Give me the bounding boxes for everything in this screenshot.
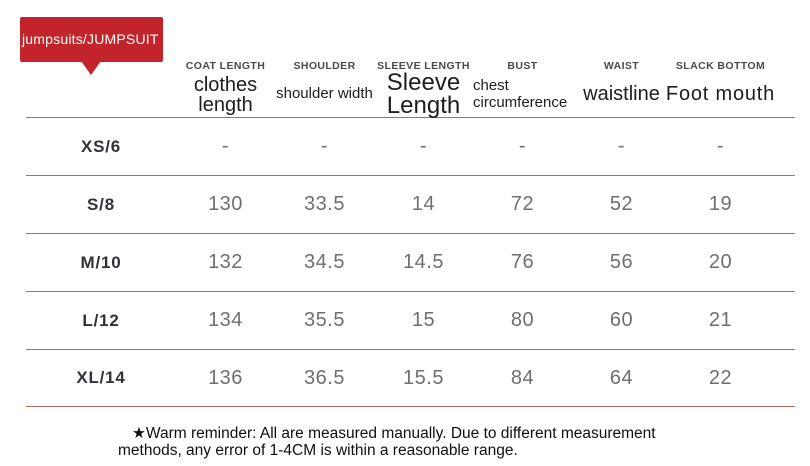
column-sub-wrap: shoulder width [275, 72, 374, 118]
column-header-bust: BUST chest circumference [473, 55, 572, 118]
column-sub-wrap: clothes length [176, 72, 275, 118]
measurement-value: 14.5 [403, 251, 444, 273]
column-sub-label: shoulder width [276, 85, 373, 103]
measurement-value: 132 [208, 251, 243, 273]
measurement-value: 60 [609, 309, 634, 331]
column-header-shoulder: SHOULDER shoulder width [275, 55, 374, 118]
measurement-value: 15.5 [403, 366, 444, 389]
size-label: XL/14 [76, 368, 126, 387]
column-header-waist: WAIST waistline [572, 55, 671, 118]
size-label: L/12 [82, 310, 120, 330]
column-sub-label: Sleeve Length [386, 69, 461, 119]
table-header: COAT LENGTH clothes length SHOULDER shou… [26, 55, 795, 117]
column-sub-wrap: waistline [572, 72, 671, 118]
column-cap-label: SLACK BOTTOM [675, 60, 766, 72]
measurement-value: 35.5 [304, 309, 345, 331]
measurement-value: 14 [411, 193, 436, 215]
table-row: L/12 134 35.5 15 80 60 21 [26, 291, 795, 349]
measurement-value: 136 [208, 366, 243, 389]
measurement-value: 84 [510, 366, 535, 389]
measurement-value: 76 [510, 251, 535, 273]
measurement-value: - [221, 135, 230, 157]
table-row: XL/14 136 36.5 15.5 84 64 22 [26, 349, 795, 407]
measurement-value: - [518, 135, 527, 157]
column-cap-label: COAT LENGTH [185, 60, 266, 72]
category-badge: jumpsuits/JUMPSUIT [20, 17, 163, 75]
measurement-value: 72 [510, 193, 535, 215]
measurement-value: 33.5 [304, 193, 345, 215]
column-sub-label: clothes length [193, 73, 258, 116]
size-label: M/10 [80, 252, 122, 272]
measurement-value: 130 [208, 193, 243, 215]
measurement-value: 15 [411, 309, 436, 331]
measurement-value: 36.5 [304, 366, 345, 389]
column-header-sleeve-length: SLEEVE LENGTH Sleeve Length [374, 55, 473, 118]
table-row: S/8 130 33.5 14 72 52 19 [26, 175, 795, 233]
measurement-value: 134 [208, 309, 243, 331]
column-sub-wrap: Foot mouth [666, 72, 774, 118]
size-label: S/8 [87, 194, 115, 214]
column-sub-wrap: Sleeve Length [374, 69, 473, 119]
table-row: XS/6 - - - - - - [26, 117, 795, 175]
column-sub-wrap: chest circumference [473, 72, 572, 118]
measurement-value: - [617, 135, 626, 157]
column-sub-label: Foot mouth [665, 83, 776, 106]
column-sub-label: chest circumference [473, 77, 568, 111]
measurement-value: 19 [708, 193, 733, 215]
measurement-value: - [716, 135, 725, 157]
column-cap-label: SLEEVE LENGTH [377, 60, 470, 72]
measurement-value: 56 [609, 251, 634, 273]
measurement-value: - [419, 135, 428, 157]
table-row: M/10 132 34.5 14.5 76 56 20 [26, 233, 795, 291]
column-header-coat-length: COAT LENGTH clothes length [176, 55, 275, 118]
column-sub-label: waistline [583, 83, 660, 106]
size-table: COAT LENGTH clothes length SHOULDER shou… [26, 55, 795, 407]
column-cap-label: BUST [507, 60, 538, 72]
column-cap-label: WAIST [603, 60, 640, 72]
measurement-value: 20 [708, 251, 733, 273]
size-column-header [26, 55, 176, 118]
measurement-value: 34.5 [304, 251, 345, 273]
warm-reminder-note: ★Warm reminder: All are measured manuall… [118, 425, 656, 459]
measurement-value: 64 [609, 366, 634, 389]
measurement-value: 21 [708, 309, 733, 331]
column-header-slack-bottom: SLACK BOTTOM Foot mouth [666, 55, 774, 118]
measurement-value: - [320, 135, 329, 157]
table-body: XS/6 - - - - - - S/8 130 33.5 14 72 52 19 M/10 132 34.5 1… [26, 117, 795, 407]
column-cap-label: SHOULDER [293, 60, 356, 72]
measurement-value: 52 [609, 193, 634, 215]
measurement-value: 80 [510, 309, 535, 331]
category-badge-label: jumpsuits/JUMPSUIT [22, 31, 159, 47]
badge-pointer-icon [81, 61, 101, 75]
size-label: XS/6 [80, 136, 122, 156]
measurement-value: 22 [708, 366, 733, 389]
